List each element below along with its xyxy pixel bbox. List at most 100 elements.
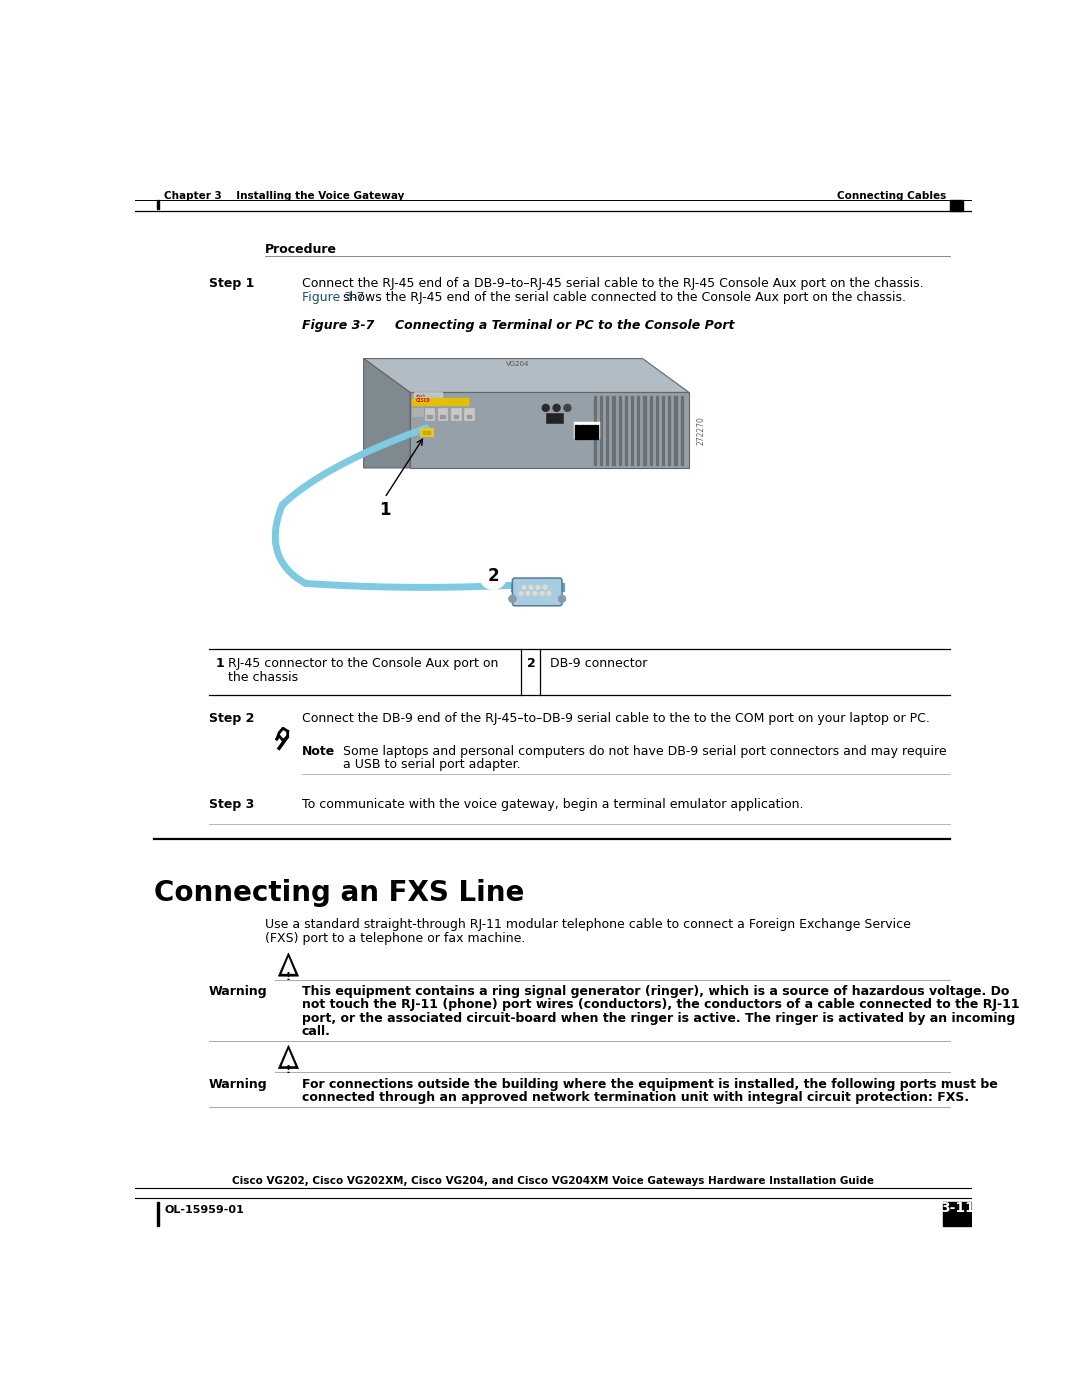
Text: For connections outside the building where the equipment is installed, the follo: For connections outside the building whe…	[301, 1077, 997, 1091]
Text: Connecting a Terminal or PC to the Console Port: Connecting a Terminal or PC to the Conso…	[394, 319, 734, 331]
Text: !: !	[286, 972, 291, 982]
Bar	[420, 427, 433, 436]
Bar	[157, 1201, 159, 1227]
Polygon shape	[594, 395, 597, 467]
Bar	[454, 415, 458, 418]
Circle shape	[542, 404, 550, 411]
Polygon shape	[662, 395, 665, 467]
Bar	[590, 425, 591, 439]
Circle shape	[540, 591, 544, 595]
Polygon shape	[674, 395, 677, 467]
Polygon shape	[669, 395, 672, 467]
Bar	[582, 425, 584, 439]
Text: Warning: Warning	[208, 985, 267, 999]
Text: 272270: 272270	[697, 416, 705, 446]
Text: Step 3: Step 3	[208, 798, 254, 810]
Text: OL-15959-01: OL-15959-01	[164, 1204, 244, 1215]
Bar	[576, 425, 577, 439]
Text: 3-11: 3-11	[940, 1201, 975, 1215]
Text: (FXS) port to a telephone or fax machine.: (FXS) port to a telephone or fax machine…	[266, 932, 526, 946]
Text: the chassis: the chassis	[228, 671, 298, 685]
Text: This equipment contains a ring signal generator (ringer), which is a source of h: This equipment contains a ring signal ge…	[301, 985, 1009, 999]
Text: Connecting an FXS Line: Connecting an FXS Line	[154, 879, 525, 907]
Polygon shape	[364, 359, 689, 393]
Text: Step 2: Step 2	[208, 712, 254, 725]
Polygon shape	[631, 395, 634, 467]
Text: not touch the RJ-11 (phone) port wires (conductors), the conductors of a cable c: not touch the RJ-11 (phone) port wires (…	[301, 999, 1020, 1011]
Text: Step 1: Step 1	[208, 277, 254, 291]
Polygon shape	[279, 1045, 298, 1069]
Bar	[424, 408, 434, 420]
Bar	[511, 584, 564, 591]
Bar	[467, 415, 471, 418]
Circle shape	[543, 585, 546, 590]
Bar	[545, 412, 563, 423]
Bar	[414, 391, 442, 402]
Polygon shape	[282, 957, 296, 974]
Text: Connecting Cables: Connecting Cables	[837, 191, 946, 201]
Bar	[413, 398, 469, 405]
Bar	[580, 425, 581, 439]
Text: port, or the associated circuit-board when the ringer is active. The ringer is a: port, or the associated circuit-board wh…	[301, 1011, 1015, 1024]
Text: 2: 2	[487, 567, 499, 585]
Bar	[451, 408, 460, 420]
Circle shape	[553, 404, 561, 411]
Polygon shape	[637, 395, 640, 467]
Polygon shape	[625, 395, 627, 467]
Polygon shape	[680, 395, 684, 467]
Bar	[597, 425, 598, 439]
Bar	[950, 200, 962, 211]
Polygon shape	[649, 395, 652, 467]
Circle shape	[480, 563, 507, 588]
Text: connected through an approved network termination unit with integral circuit pro: connected through an approved network te…	[301, 1091, 969, 1104]
Text: Figure 3-7: Figure 3-7	[301, 291, 364, 303]
Circle shape	[564, 404, 571, 411]
Circle shape	[558, 595, 566, 602]
FancyBboxPatch shape	[512, 578, 562, 606]
Polygon shape	[612, 395, 616, 467]
Bar	[413, 408, 423, 415]
Bar	[157, 200, 159, 210]
Text: DB-9 connector: DB-9 connector	[550, 658, 647, 671]
Bar	[441, 415, 445, 418]
Polygon shape	[364, 359, 410, 468]
Text: 1: 1	[379, 502, 390, 520]
Bar	[464, 408, 474, 420]
Polygon shape	[282, 1049, 296, 1066]
Circle shape	[519, 591, 523, 595]
Circle shape	[546, 591, 551, 595]
Text: 2: 2	[527, 658, 536, 671]
Bar	[588, 425, 589, 439]
Bar	[592, 425, 593, 439]
Text: Procedure: Procedure	[266, 243, 337, 256]
Polygon shape	[644, 395, 647, 467]
Text: shows the RJ-45 end of the serial cable connected to the Console Aux port on the: shows the RJ-45 end of the serial cable …	[339, 291, 906, 303]
Circle shape	[522, 585, 526, 590]
Text: Chapter 3    Installing the Voice Gateway: Chapter 3 Installing the Voice Gateway	[164, 191, 405, 201]
Text: To communicate with the voice gateway, begin a terminal emulator application.: To communicate with the voice gateway, b…	[301, 798, 804, 810]
Text: call.: call.	[301, 1024, 330, 1038]
Bar	[428, 415, 432, 418]
Bar	[578, 425, 579, 439]
Text: Connect the DB-9 end of the RJ-45–to–DB-9 serial cable to the to the COM port on: Connect the DB-9 end of the RJ-45–to–DB-…	[301, 712, 930, 725]
Circle shape	[529, 585, 532, 590]
Text: Warning: Warning	[208, 1077, 267, 1091]
Text: Use a standard straight-through RJ-11 modular telephone cable to connect a Forei: Use a standard straight-through RJ-11 mo…	[266, 918, 912, 932]
Circle shape	[372, 497, 397, 524]
Text: Figure 3-7: Figure 3-7	[301, 319, 374, 331]
Text: RJ-45 connector to the Console Aux port on: RJ-45 connector to the Console Aux port …	[228, 658, 498, 671]
Bar	[438, 408, 447, 420]
Bar	[573, 422, 600, 439]
Polygon shape	[619, 395, 622, 467]
Circle shape	[526, 591, 530, 595]
Text: Connect the RJ-45 end of a DB-9–to–RJ-45 serial cable to the RJ-45 Console Aux p: Connect the RJ-45 end of a DB-9–to–RJ-45…	[301, 277, 923, 291]
Text: CISCO: CISCO	[416, 398, 430, 404]
Text: Some laptops and personal computers do not have DB-9 serial port connectors and : Some laptops and personal computers do n…	[342, 745, 946, 759]
Text: Cisco VG202, Cisco VG202XM, Cisco VG204, and Cisco VG204XM Voice Gateways Hardwa: Cisco VG202, Cisco VG202XM, Cisco VG204,…	[232, 1176, 875, 1186]
Bar	[943, 1201, 972, 1227]
Polygon shape	[656, 395, 659, 467]
Polygon shape	[606, 395, 609, 467]
Text: VG204: VG204	[505, 362, 529, 367]
Bar	[584, 425, 586, 439]
Polygon shape	[600, 395, 603, 467]
